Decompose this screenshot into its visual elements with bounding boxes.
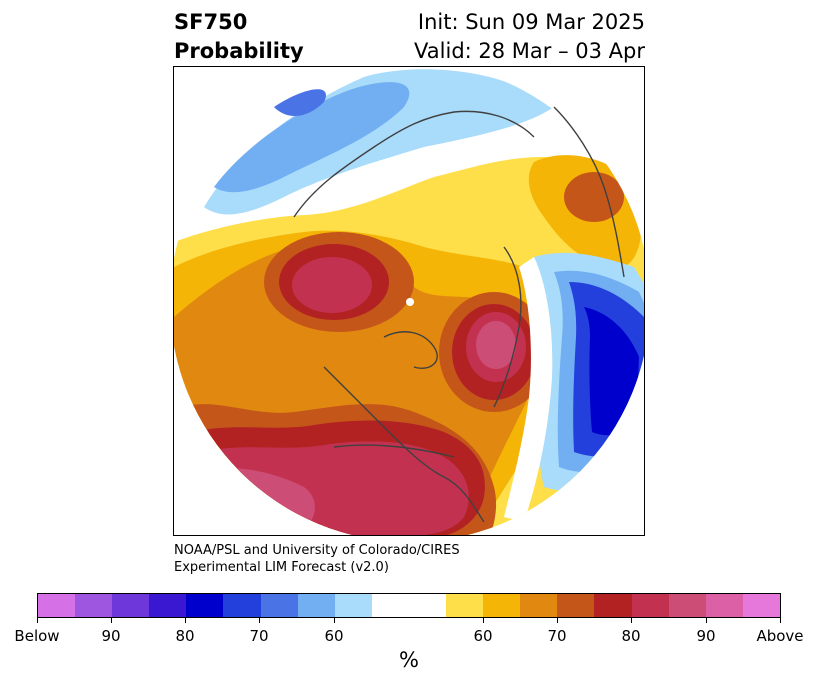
colorbar-segment	[408, 594, 447, 617]
colorbar-segment	[594, 594, 632, 617]
colorbar-tick-label: Below	[14, 627, 60, 645]
colorbar-segment	[483, 594, 521, 617]
colorbar-tick-label: 80	[621, 627, 641, 645]
neutral-strip-east	[504, 257, 553, 522]
colorbar-tick	[334, 618, 335, 623]
colorbar-segment	[557, 594, 595, 617]
probability-field	[174, 69, 644, 535]
colorbar-tick	[483, 618, 484, 623]
cold-zone-northwest-70	[214, 82, 410, 193]
colorbar-segment	[260, 594, 298, 617]
credit-line-1: NOAA/PSL and University of Colorado/CIRE…	[174, 543, 460, 558]
colorbar-tick-label: 70	[547, 627, 567, 645]
colorbar-segment	[223, 594, 261, 617]
warm-zone-85	[174, 441, 469, 535]
colorbar-segment	[186, 594, 224, 617]
colorbar-tick-label: 80	[175, 627, 195, 645]
colorbar-segment	[149, 594, 187, 617]
colorbar-segment	[668, 594, 706, 617]
colorbar-tick	[706, 618, 707, 623]
cold-zone-northwest-80	[274, 89, 326, 117]
colorbar-segment	[75, 594, 113, 617]
valid-range: Valid: 28 Mar – 03 Apr	[414, 39, 645, 63]
colorbar-tick	[780, 618, 781, 623]
colorbar-tick	[185, 618, 186, 623]
colorbar-tick	[111, 618, 112, 623]
colorbar-tick	[631, 618, 632, 623]
map-title: SF750 Probability	[174, 8, 304, 66]
colorbar-tick-label: 60	[324, 627, 344, 645]
coastlines	[293, 106, 625, 523]
product-label: Probability	[174, 39, 304, 63]
warm-blob-west-inner	[292, 257, 372, 313]
colorbar-tick-label: 90	[696, 627, 716, 645]
colorbar-segment	[297, 594, 335, 617]
colorbar-segment	[742, 594, 780, 617]
warm-patch-northeast-core	[564, 172, 624, 222]
colorbar-segment	[334, 594, 372, 617]
colorbar-tick-label: 60	[473, 627, 493, 645]
colorbar	[37, 593, 781, 618]
north-pole-marker	[406, 298, 414, 306]
cold-zone-northwest-60	[204, 69, 554, 215]
colorbar-segment	[446, 594, 484, 617]
colorbar-tick	[557, 618, 558, 623]
colorbar-segment	[112, 594, 150, 617]
credit-text: NOAA/PSL and University of Colorado/CIRE…	[174, 542, 460, 576]
warm-blob-east-core	[476, 321, 516, 369]
colorbar-segment	[705, 594, 743, 617]
colorbar-unit: %	[399, 648, 419, 672]
colorbar-tick	[37, 618, 38, 623]
colorbar-segment	[520, 594, 558, 617]
colorbar-segment	[371, 594, 409, 617]
polar-map	[173, 66, 645, 536]
credit-line-2: Experimental LIM Forecast (v2.0)	[174, 560, 389, 575]
variable-label: SF750	[174, 10, 248, 34]
forecast-dates: Init: Sun 09 Mar 2025 Valid: 28 Mar – 03…	[414, 8, 645, 66]
colorbar-tick-label: 90	[101, 627, 121, 645]
colorbar-tick	[259, 618, 260, 623]
init-date: Init: Sun 09 Mar 2025	[417, 10, 645, 34]
colorbar-tick-label: 70	[249, 627, 269, 645]
cold-zone-east-90	[584, 307, 639, 436]
colorbar-segment	[631, 594, 669, 617]
colorbar-tick-label: Above	[756, 627, 804, 645]
colorbar-segment	[38, 594, 76, 617]
